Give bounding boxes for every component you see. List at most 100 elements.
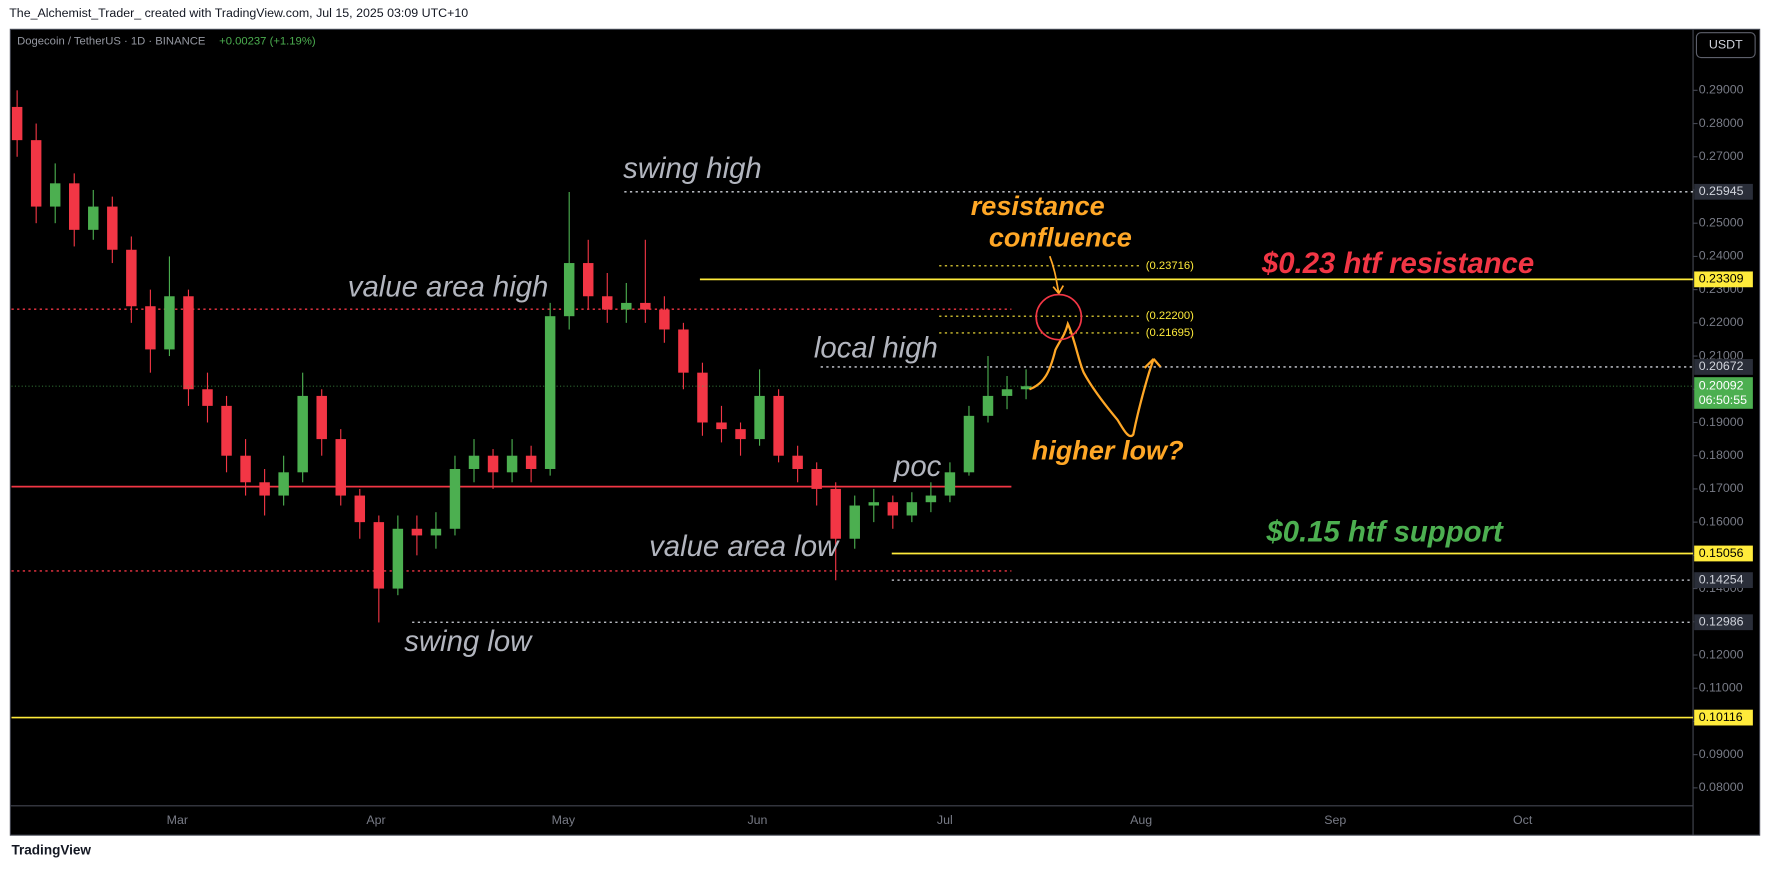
- y-tick-label: 0.24000: [1699, 249, 1744, 263]
- candle-body: [221, 405, 232, 456]
- price-level-box: [1694, 572, 1753, 589]
- x-tick-label: Mar: [167, 813, 188, 827]
- candle-body: [735, 429, 746, 440]
- price-level-label: 0.10116: [1699, 710, 1743, 724]
- candle-body: [544, 316, 556, 469]
- annotation: $0.15 htf support: [1265, 516, 1504, 549]
- price-level-label: 0.25945: [1699, 184, 1744, 198]
- candle-body: [678, 329, 689, 373]
- candle-body: [868, 502, 880, 506]
- y-tick-label: 0.17000: [1699, 481, 1744, 495]
- candle-body: [849, 505, 860, 539]
- candle-body: [811, 468, 822, 489]
- annotation: value area low: [649, 530, 840, 563]
- candle-body: [11, 106, 23, 141]
- candle-body: [164, 296, 175, 350]
- currency-button[interactable]: [1695, 32, 1756, 59]
- candle-body: [335, 439, 346, 496]
- currency[interactable]: USDT: [1709, 37, 1743, 51]
- candle-body: [354, 495, 366, 523]
- candle-body: [982, 395, 994, 416]
- candle-body: [88, 206, 99, 230]
- price-level-box: [1694, 359, 1753, 375]
- annotation: $0.23 htf resistance: [1261, 247, 1534, 280]
- candle-body: [145, 306, 156, 350]
- candle-body: [525, 455, 537, 469]
- chart-frame: [9, 28, 1761, 836]
- candle-body: [49, 183, 61, 207]
- candle-body: [69, 183, 80, 230]
- candle-body: [602, 296, 613, 310]
- price-level-box: [1694, 614, 1753, 631]
- x-tick-label: Apr: [366, 813, 385, 827]
- y-tick-label: 0.21000: [1699, 348, 1744, 362]
- price-level-box: [1694, 709, 1753, 726]
- candle-body: [830, 488, 841, 539]
- price-level-label: 0.15056: [1699, 546, 1744, 560]
- annotation: higher low?: [1032, 435, 1184, 466]
- candle-body: [792, 455, 803, 469]
- y-tick-label: 0.19000: [1699, 415, 1744, 429]
- annotation: confluence: [989, 221, 1132, 252]
- price-level-box: [1694, 545, 1753, 562]
- x-tick-label: May: [552, 813, 576, 827]
- annotation: swing high: [623, 152, 762, 185]
- candle-body: [906, 502, 918, 516]
- candle-body: [449, 468, 461, 529]
- arrow: [1048, 255, 1065, 294]
- candle-body: [582, 263, 594, 297]
- candle-body: [773, 395, 784, 456]
- candle-body: [1020, 386, 1032, 390]
- y-tick-label: 0.28000: [1699, 116, 1744, 130]
- y-tick-label: 0.25000: [1699, 215, 1744, 229]
- x-tick-label: Aug: [1130, 813, 1152, 827]
- candle-body: [240, 455, 251, 483]
- annotation: resistance: [971, 190, 1105, 221]
- candle-body: [697, 372, 708, 423]
- candle-body: [316, 395, 327, 440]
- fib-label: (0.23716): [1146, 260, 1194, 272]
- candle-body: [392, 528, 404, 589]
- confluence-circle: [1035, 293, 1083, 341]
- y-tick-label: 0.18000: [1699, 448, 1744, 462]
- fib-label: (0.21695): [1146, 327, 1194, 339]
- x-tick-label: Oct: [1513, 813, 1533, 827]
- candle-body: [202, 389, 213, 406]
- last-price-box: [1694, 377, 1753, 409]
- price-level-label: 0.20672: [1699, 359, 1744, 373]
- candle-body: [887, 502, 899, 516]
- candle-body: [107, 206, 118, 250]
- candle-body: [640, 302, 651, 310]
- x-tick-label: Jun: [747, 813, 767, 827]
- last-price-label: 0.20092: [1699, 378, 1744, 392]
- fib-label: (0.22200): [1146, 310, 1194, 322]
- x-tick-label: Jul: [937, 813, 953, 827]
- projection-path: [1029, 320, 1162, 437]
- candle-body: [183, 296, 194, 390]
- symbol: Dogecoin / TetherUS · 1D · BINANCE: [17, 36, 206, 48]
- x-tick-label: Sep: [1324, 813, 1346, 827]
- y-tick-label: 0.09000: [1699, 747, 1744, 761]
- price-level-label: 0.23309: [1699, 272, 1744, 286]
- annotation: swing low: [404, 625, 533, 658]
- price-level-label: 0.14254: [1699, 572, 1744, 586]
- candle-body: [659, 309, 670, 330]
- annotation: poc: [893, 450, 942, 483]
- price-level-box: [1694, 271, 1753, 288]
- candle-body: [506, 455, 518, 473]
- brand: TradingView: [11, 843, 91, 858]
- candle-body: [126, 249, 137, 307]
- price-level-label: 0.12986: [1699, 615, 1744, 629]
- candle-body: [430, 528, 442, 536]
- candle-body: [468, 455, 480, 469]
- candle-body: [373, 522, 385, 589]
- candle-body: [297, 395, 308, 473]
- y-tick-label: 0.16000: [1699, 514, 1744, 528]
- y-tick-label: 0.08000: [1699, 780, 1744, 794]
- candle-body: [563, 263, 575, 317]
- y-tick-label: 0.27000: [1699, 149, 1744, 163]
- candle-body: [963, 415, 975, 473]
- candle-body: [754, 395, 765, 440]
- y-tick-label: 0.29000: [1699, 83, 1744, 97]
